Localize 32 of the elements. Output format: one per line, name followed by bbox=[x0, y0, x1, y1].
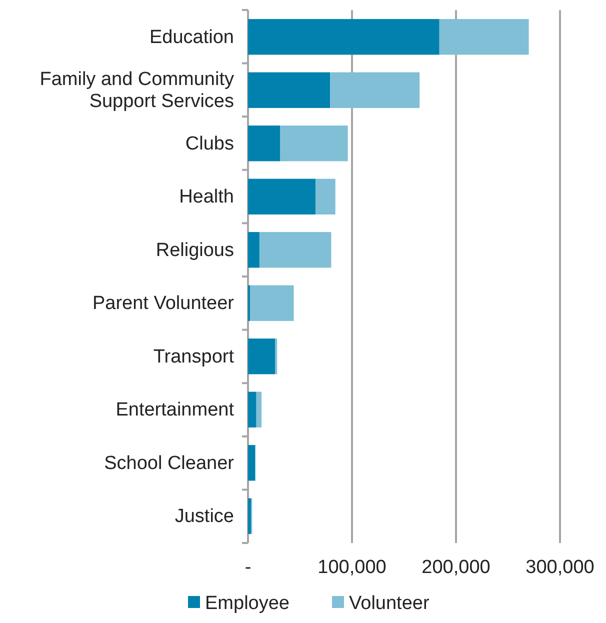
bar bbox=[316, 178, 336, 214]
bar bbox=[280, 126, 348, 162]
bar bbox=[248, 445, 256, 481]
bar bbox=[248, 392, 256, 428]
bar bbox=[248, 498, 252, 534]
y-tick-label: Justice bbox=[174, 506, 234, 527]
legend-label: Employee bbox=[205, 593, 290, 614]
legend-label: Volunteer bbox=[349, 593, 430, 614]
x-tick-label: 100,000 bbox=[318, 557, 386, 578]
bar bbox=[439, 19, 529, 55]
x-tick-label: 200,000 bbox=[422, 557, 490, 578]
y-tick-label: Transport bbox=[153, 346, 235, 367]
bar bbox=[259, 232, 332, 268]
x-tick-label: - bbox=[244, 557, 252, 578]
y-tick-label: Family and Community Support Services bbox=[40, 68, 234, 112]
y-tick-label: Education bbox=[149, 26, 234, 48]
bar bbox=[256, 392, 262, 428]
y-tick-label: Health bbox=[179, 186, 234, 208]
bar bbox=[248, 178, 316, 214]
bar bbox=[248, 19, 440, 55]
bar bbox=[248, 232, 260, 268]
y-tick-label: Religious bbox=[156, 239, 234, 260]
bar bbox=[248, 72, 330, 108]
bar bbox=[248, 126, 280, 162]
y-tick-label: Entertainment bbox=[116, 399, 235, 420]
bar bbox=[248, 338, 276, 374]
bar bbox=[330, 72, 420, 108]
y-tick-label: School Cleaner bbox=[104, 452, 235, 474]
y-tick-label: Parent Volunteer bbox=[92, 292, 235, 314]
bar bbox=[250, 285, 294, 321]
y-tick-label: Clubs bbox=[185, 132, 234, 154]
x-tick-label: 300,000 bbox=[526, 557, 594, 578]
